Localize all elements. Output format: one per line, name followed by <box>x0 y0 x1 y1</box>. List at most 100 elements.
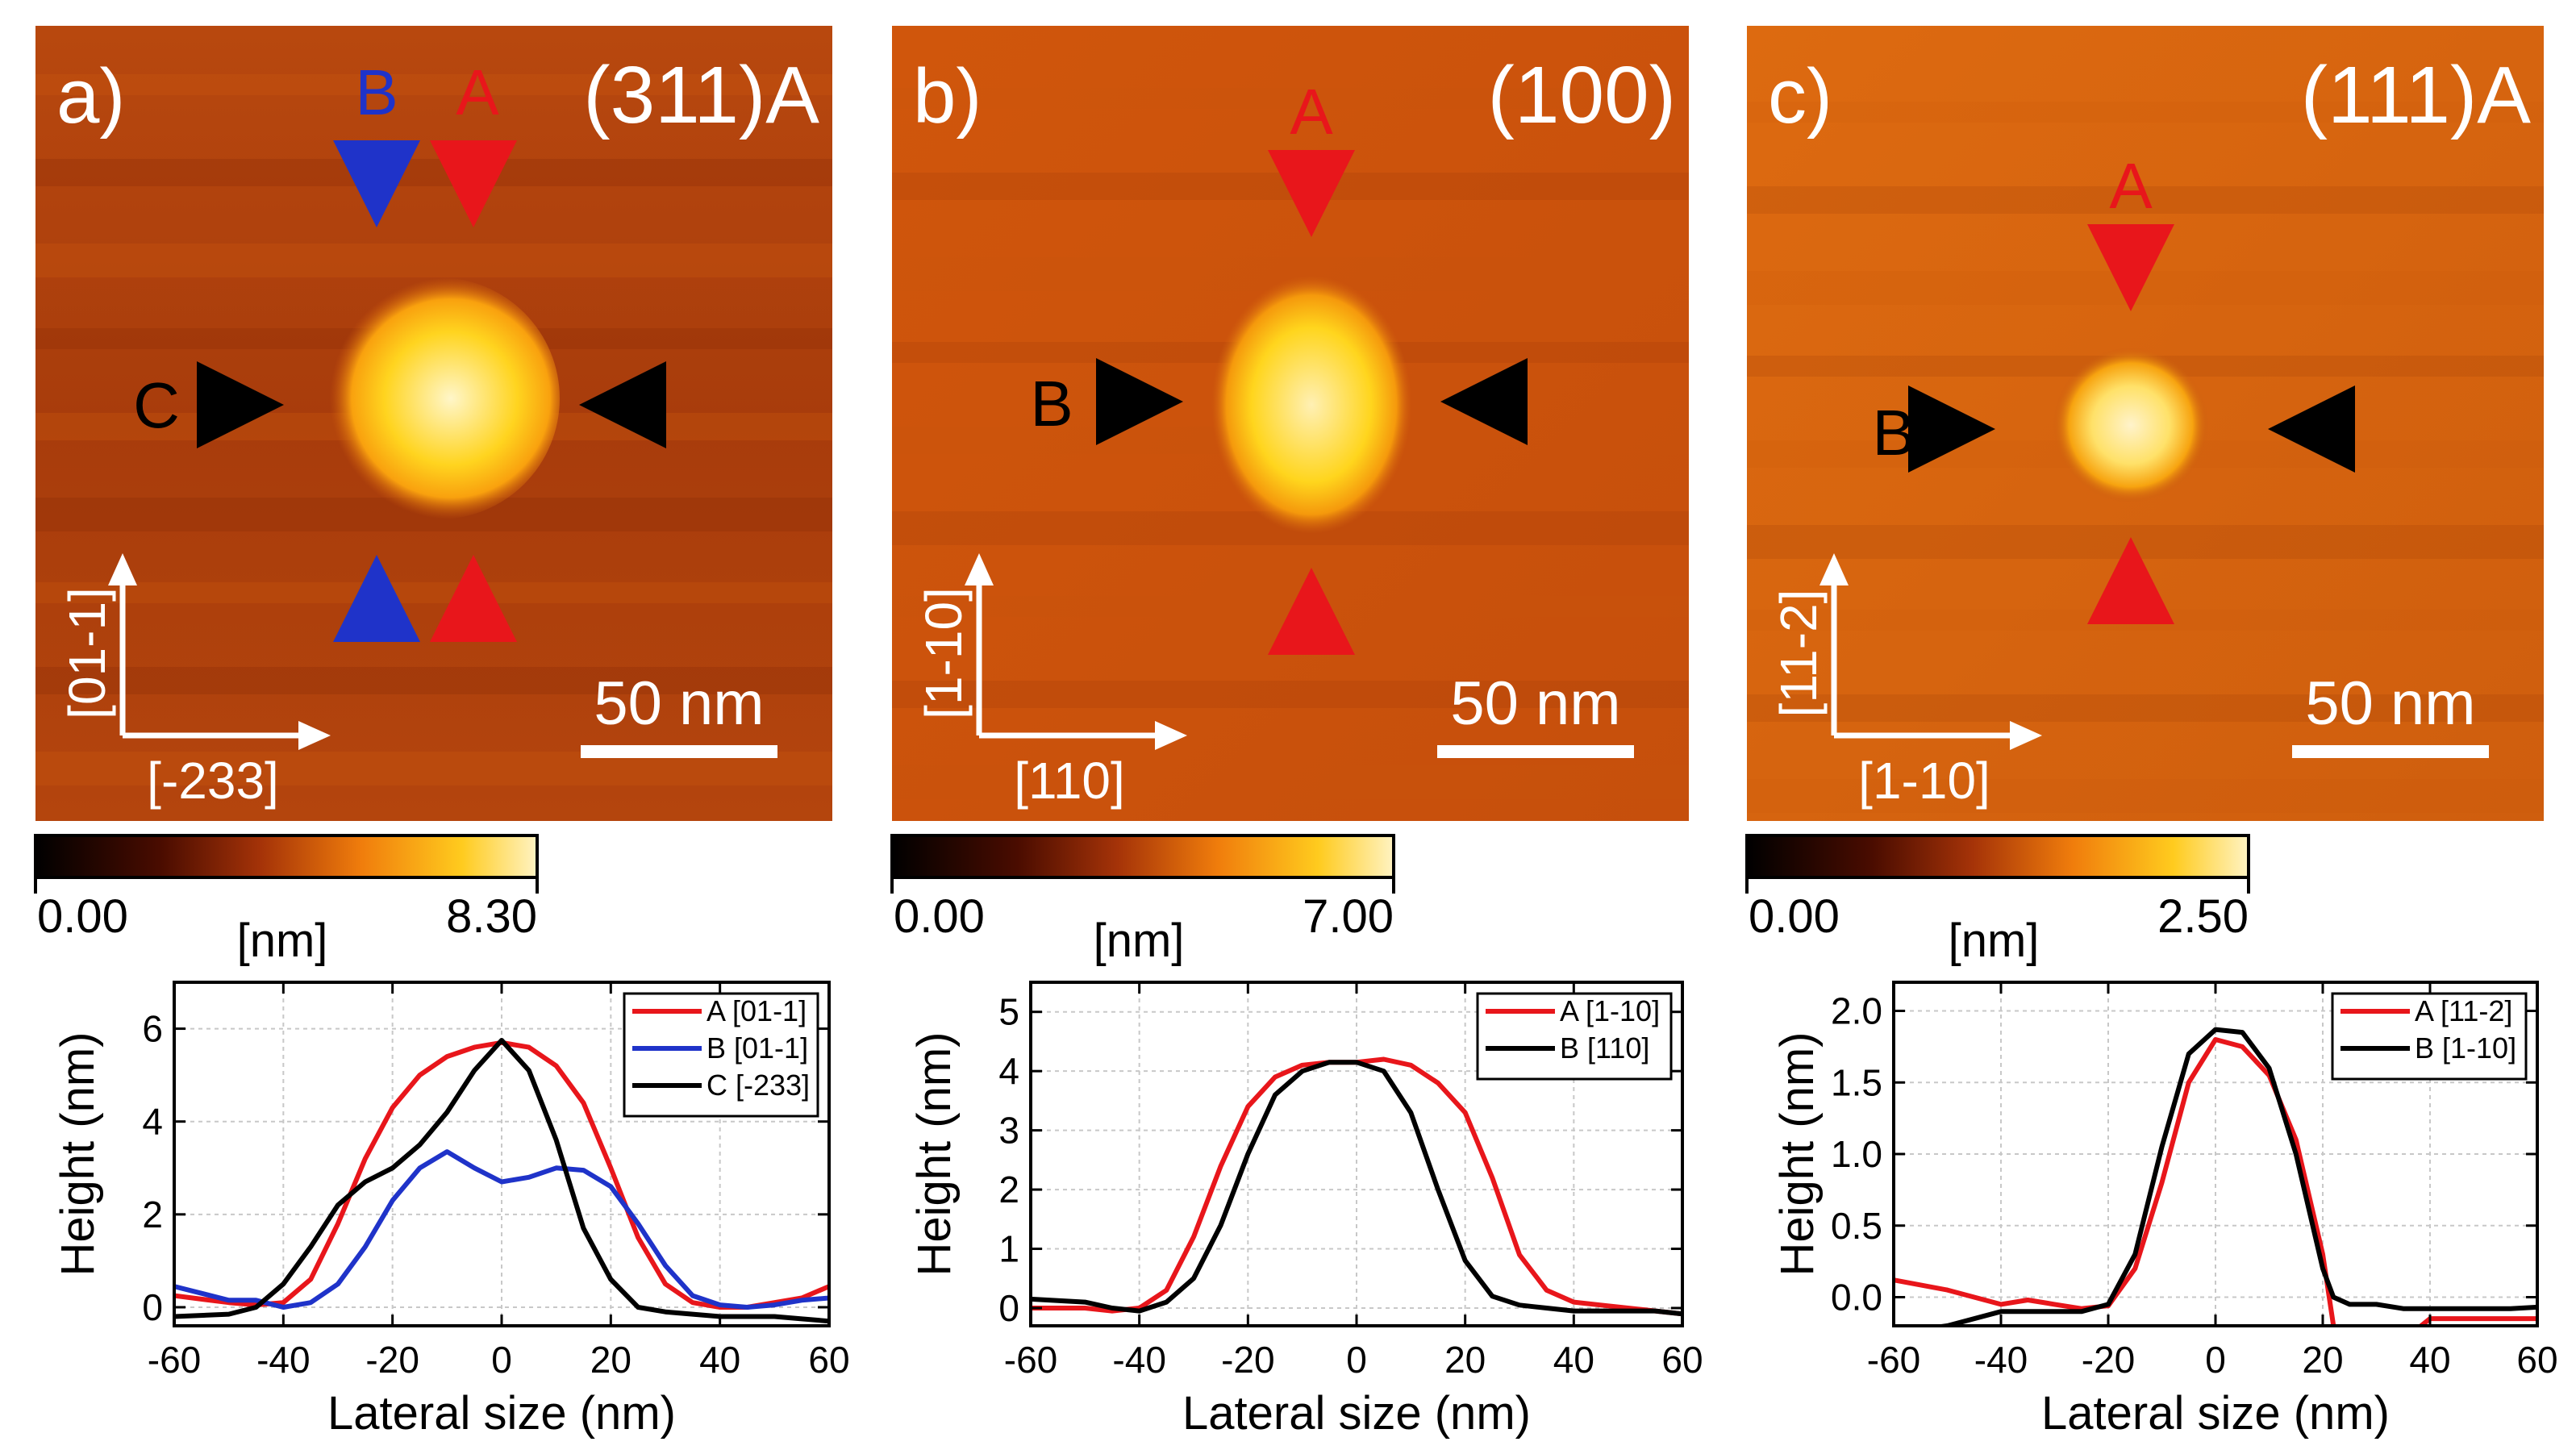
panel-letter: a) <box>56 53 125 140</box>
marker-a-bottom <box>1268 568 1355 655</box>
axis-label-horizontal: [1-10] <box>1858 752 1990 810</box>
scan-streak <box>892 681 1689 708</box>
quantum-dot <box>318 277 560 519</box>
axis-arrowhead-right <box>1155 721 1187 750</box>
scan-streak <box>1747 779 2544 813</box>
y-axis-label: Height (nm) <box>1771 1032 1824 1277</box>
x-tick-label: -60 <box>1867 1339 1920 1381</box>
scan-streak <box>35 159 832 186</box>
afm-panel: a) (311)A B A C [01-1] [-233] 50 nm 0.00 8.30 [nm] <box>34 26 832 967</box>
series-line <box>174 1149 829 1310</box>
x-tick-label: -20 <box>365 1339 419 1381</box>
y-tick-label: 1 <box>998 1228 1019 1270</box>
marker-c-right <box>579 361 666 448</box>
scan-streak <box>1747 525 2544 559</box>
x-tick-label: -40 <box>1974 1339 2028 1381</box>
y-axis-label: Height (nm) <box>908 1032 961 1277</box>
legend-label: A [11-2] <box>2415 994 2512 1027</box>
scan-streak <box>1747 694 2544 722</box>
x-tick-label: -40 <box>1112 1339 1165 1381</box>
x-tick-label: 20 <box>590 1339 631 1381</box>
surface-label: (111)A <box>2301 50 2532 140</box>
profile-chart: -60 -40 -20 0 20 40 60 0 1 2 3 4 5 Lateral size (nm) H… <box>908 981 1703 1440</box>
y-tick-label: 1.5 <box>1831 1061 1882 1103</box>
scale-bar-label: 50 nm <box>2305 669 2475 738</box>
x-tick-label: 0 <box>491 1339 512 1381</box>
x-tick-label: 40 <box>1553 1339 1594 1381</box>
scale-bar <box>1437 745 1634 758</box>
marker-a-bottom <box>2087 537 2174 624</box>
y-tick-label: 3 <box>998 1110 1019 1152</box>
axis-label-vertical: [11-2] <box>1769 590 1828 718</box>
y-tick-label: 2.0 <box>1831 990 1882 1032</box>
marker-label-b: B <box>1872 397 1915 469</box>
axis-label-horizontal: [-233] <box>147 752 279 810</box>
x-tick-label: 40 <box>699 1339 740 1381</box>
legend-box <box>623 992 819 1118</box>
y-tick-label: 0 <box>998 1287 1019 1329</box>
x-tick-label: 60 <box>808 1339 849 1381</box>
marker-b-left <box>1908 385 1995 473</box>
scale-bar <box>2292 745 2489 758</box>
marker-label-b: B <box>355 56 398 128</box>
colorbar-min: 0.00 <box>894 890 985 943</box>
axis-arrowhead-up <box>1819 553 1849 585</box>
marker-a-top <box>2087 224 2174 311</box>
scan-streak <box>1747 186 2544 214</box>
x-axis-label: Lateral size (nm) <box>1182 1387 1531 1440</box>
x-axis-label: Lateral size (nm) <box>2041 1387 2390 1440</box>
colorbar-max: 7.00 <box>1303 890 1394 943</box>
panel-letter: c) <box>1768 53 1832 140</box>
marker-label-a: A <box>2109 150 2153 222</box>
series-line <box>1031 1060 1682 1317</box>
profile-chart: -60 -40 -20 0 20 40 60 0.0 0.5 1.0 1.5 2.0 Lateral s… <box>1771 981 2558 1440</box>
colorbar <box>34 834 539 879</box>
legend-label: B [110] <box>1560 1031 1649 1065</box>
axis-arrowhead-up <box>108 553 137 585</box>
series-line <box>1031 1056 1682 1317</box>
marker-b-top <box>333 140 420 227</box>
marker-b-right <box>2268 385 2355 473</box>
y-tick-label: 4 <box>142 1101 163 1143</box>
marker-label-b: B <box>1030 368 1073 440</box>
surface-label: (100) <box>1488 50 1676 140</box>
x-tick-label: 60 <box>2516 1339 2557 1381</box>
x-tick-label: 40 <box>2409 1339 2450 1381</box>
series-line <box>1894 1037 2537 1326</box>
panel-letter: b) <box>913 53 982 140</box>
x-axis-label: Lateral size (nm) <box>327 1387 676 1440</box>
scan-streak <box>892 765 1689 799</box>
marker-b-right <box>1440 358 1528 445</box>
legend-label: B [1-10] <box>2415 1031 2516 1065</box>
colorbar-max: 2.50 <box>2157 890 2249 943</box>
x-tick-label: -60 <box>1004 1339 1057 1381</box>
scan-streak <box>892 88 1689 109</box>
legend-box <box>2331 992 2528 1081</box>
y-tick-label: 5 <box>998 991 1019 1033</box>
x-tick-label: -20 <box>1221 1339 1274 1381</box>
colorbar <box>1745 834 2250 879</box>
axis-label-horizontal: [110] <box>1014 752 1125 810</box>
marker-c-left <box>197 361 284 448</box>
colorbar-max: 8.30 <box>446 890 537 943</box>
series-line <box>174 1038 829 1324</box>
y-tick-label: 0.0 <box>1831 1277 1882 1319</box>
marker-a-top <box>1268 150 1355 237</box>
axis-label-vertical: [01-1] <box>58 587 116 719</box>
y-axis-label: Height (nm) <box>52 1032 104 1277</box>
colorbar-min: 0.00 <box>1749 890 1840 943</box>
scale-bar-label: 50 nm <box>594 669 764 738</box>
y-tick-label: 2 <box>998 1169 1019 1210</box>
profile-chart: -60 -40 -20 0 20 40 60 0 2 4 6 Lateral size (nm) Hei… <box>52 981 850 1440</box>
marker-label-c: C <box>133 369 180 441</box>
scan-streak <box>35 582 832 603</box>
scale-bar-label: 50 nm <box>1450 669 1620 738</box>
marker-a-top <box>430 140 517 227</box>
axis-arrowhead-up <box>965 553 994 585</box>
legend-label: A [1-10] <box>1560 994 1660 1027</box>
y-tick-label: 6 <box>142 1008 163 1050</box>
colorbar-min: 0.00 <box>37 890 128 943</box>
legend-label: C [-233] <box>707 1069 810 1102</box>
legend-box <box>1476 992 1673 1081</box>
